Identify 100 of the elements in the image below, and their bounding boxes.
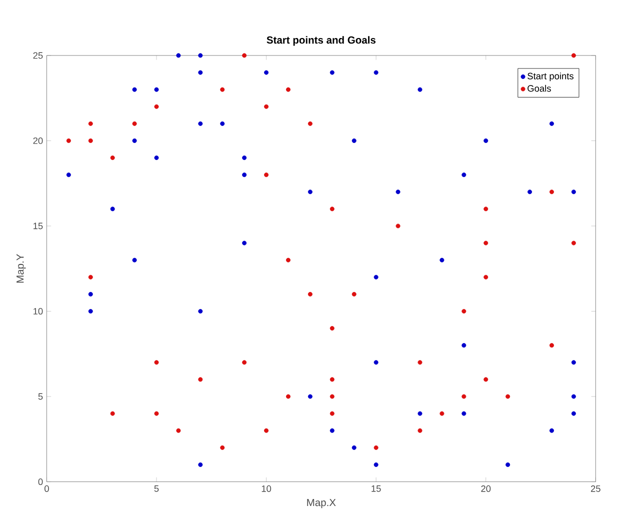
y-tick-label: 20 (33, 138, 43, 144)
y-tick-label: 10 (34, 308, 43, 315)
point (198, 462, 203, 468)
point (440, 412, 444, 416)
point (132, 88, 137, 92)
point (242, 241, 247, 246)
point (66, 172, 71, 178)
point (330, 412, 334, 416)
point (264, 70, 269, 76)
point (528, 190, 532, 194)
point (308, 190, 312, 194)
point (440, 258, 444, 263)
point (571, 53, 576, 58)
point (220, 88, 225, 92)
point (88, 122, 93, 126)
point (549, 343, 554, 348)
point (374, 360, 378, 365)
point (132, 258, 137, 263)
point (110, 156, 115, 160)
point (330, 377, 334, 382)
x-tick-label: 5 (154, 486, 159, 492)
point (198, 53, 203, 58)
point (418, 412, 422, 416)
point (418, 428, 422, 434)
point (132, 122, 137, 126)
point (571, 394, 576, 399)
point (418, 88, 422, 92)
point (286, 394, 291, 399)
point (549, 122, 554, 126)
point (286, 88, 291, 92)
point (330, 70, 334, 76)
point (462, 343, 466, 348)
point (154, 104, 159, 110)
point (462, 394, 466, 399)
point (198, 309, 203, 314)
point (330, 394, 334, 399)
point (264, 172, 269, 178)
point (198, 377, 203, 382)
y-tick-label: 5 (38, 394, 43, 400)
point (242, 172, 247, 178)
point (264, 428, 269, 434)
point (308, 292, 312, 297)
point (352, 138, 356, 144)
point (571, 360, 576, 365)
point (330, 326, 334, 331)
point (242, 53, 247, 58)
point (66, 138, 71, 144)
y-tick-label: 0 (38, 478, 43, 486)
point (549, 428, 554, 434)
chart-title: Start points and Goals (266, 36, 376, 46)
point (352, 446, 356, 450)
y-axis-title: Map.Y (16, 254, 26, 283)
point (571, 412, 576, 416)
point (462, 309, 466, 314)
point (308, 122, 312, 126)
point (374, 275, 378, 280)
point (330, 206, 334, 212)
point (571, 241, 576, 246)
point (506, 462, 510, 468)
point (154, 156, 159, 160)
point (88, 292, 93, 297)
point (374, 446, 378, 450)
x-tick-label: 20 (481, 486, 491, 492)
point (506, 394, 510, 399)
y-tick-label: 15 (34, 222, 43, 230)
point (462, 172, 466, 178)
point (571, 190, 576, 194)
point (88, 275, 93, 280)
point (220, 446, 225, 450)
point (154, 360, 159, 365)
point (242, 360, 247, 365)
point (484, 241, 488, 246)
point (396, 224, 400, 228)
point (484, 138, 488, 144)
point (242, 156, 247, 160)
x-axis-title: Map.X (307, 499, 336, 508)
point (220, 122, 225, 126)
point (418, 360, 422, 365)
point (462, 412, 466, 416)
point (549, 190, 554, 194)
point (132, 138, 137, 144)
point (396, 190, 400, 194)
point (374, 462, 378, 468)
legend-label: Start points (528, 72, 574, 82)
point (484, 377, 488, 382)
point (110, 412, 115, 416)
point (484, 206, 488, 212)
point (352, 292, 356, 297)
x-tick-label: 25 (590, 486, 600, 492)
point (264, 104, 269, 110)
x-tick-label: 10 (262, 486, 272, 492)
point (176, 428, 181, 434)
point (374, 70, 378, 76)
x-tick-label: 0 (44, 486, 49, 492)
point (154, 88, 159, 92)
point (88, 138, 93, 144)
point (88, 309, 93, 314)
point (198, 70, 203, 76)
point (308, 394, 312, 399)
point (286, 258, 291, 263)
